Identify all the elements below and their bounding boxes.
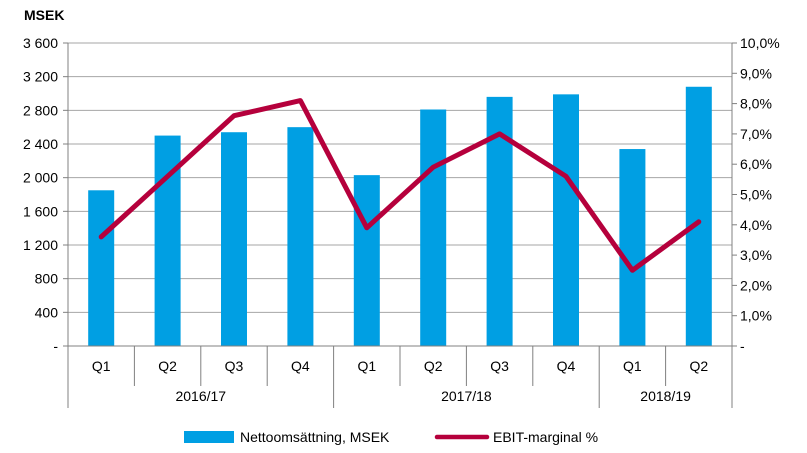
category-label: Q2: [689, 358, 708, 374]
legend-swatch-bar: [184, 431, 234, 443]
line-series: [98, 98, 702, 273]
right-axis-ticks: - 1,0% 2,0% 3,0% 4,0% 5,0% 6,0% 7,0% 8,0% 9,0% 10,…: [732, 35, 780, 354]
right-tick-label: 1,0%: [740, 308, 772, 324]
right-tick-label: 3,0%: [740, 247, 772, 263]
right-tick-label: 2,0%: [740, 277, 772, 293]
bar-series: [88, 86, 712, 347]
bar: [221, 132, 247, 346]
right-tick-label: 10,0%: [740, 35, 780, 51]
left-tick-label: 2 400: [23, 136, 58, 152]
right-tick-label: 8,0%: [740, 96, 772, 112]
category-label: Q1: [357, 358, 376, 374]
category-label: Q1: [92, 358, 111, 374]
legend-label-bar: Nettoomsättning, MSEK: [240, 429, 390, 445]
bar: [287, 127, 314, 347]
left-tick-label: 2 000: [23, 170, 58, 186]
left-tick-label: -: [53, 338, 58, 354]
left-tick-label: 800: [35, 271, 59, 287]
category-label: Q2: [424, 358, 443, 374]
right-tick-label: 6,0%: [740, 156, 772, 172]
left-tick-label: 1 200: [23, 237, 58, 253]
x-axis-categories: Q1 Q2 Q3 Q4 Q1 Q2 Q3 Q4 Q1 Q2 2016/17 2017/18 2018/1…: [67, 346, 733, 408]
bar: [619, 149, 646, 346]
left-tick-label: 3 200: [23, 69, 58, 85]
legend: Nettoomsättning, MSEK EBIT-marginal %: [184, 429, 598, 445]
ebit-line: [98, 98, 702, 273]
category-label: Q1: [623, 358, 642, 374]
category-label: Q3: [225, 358, 244, 374]
category-label: Q4: [291, 358, 310, 374]
group-label: 2016/17: [175, 388, 226, 404]
bar: [553, 94, 579, 346]
left-tick-label: 400: [35, 304, 59, 320]
group-label: 2017/18: [441, 388, 492, 404]
right-tick-label: 9,0%: [740, 65, 772, 81]
left-tick-label: 1 600: [23, 203, 58, 219]
category-label: Q4: [557, 358, 576, 374]
left-tick-label: 2 800: [23, 102, 58, 118]
group-label: 2018/19: [640, 388, 691, 404]
category-label: Q3: [490, 358, 509, 374]
bar: [353, 175, 380, 346]
bar: [685, 86, 712, 347]
legend-label-line: EBIT-marginal %: [493, 429, 598, 445]
right-tick-label: 4,0%: [740, 217, 772, 233]
left-axis-ticks: - 400 800 1 200 1 600 2 000 2 400 2 800 3 200 3 6…: [23, 35, 68, 354]
right-tick-label: 7,0%: [740, 126, 772, 142]
right-tick-label: 5,0%: [740, 187, 772, 203]
y-axis-label: MSEK: [24, 7, 64, 23]
category-label: Q2: [158, 358, 177, 374]
left-tick-label: 3 600: [23, 35, 58, 51]
bar: [88, 190, 115, 346]
bar: [420, 109, 447, 346]
right-tick-label: -: [740, 338, 745, 354]
